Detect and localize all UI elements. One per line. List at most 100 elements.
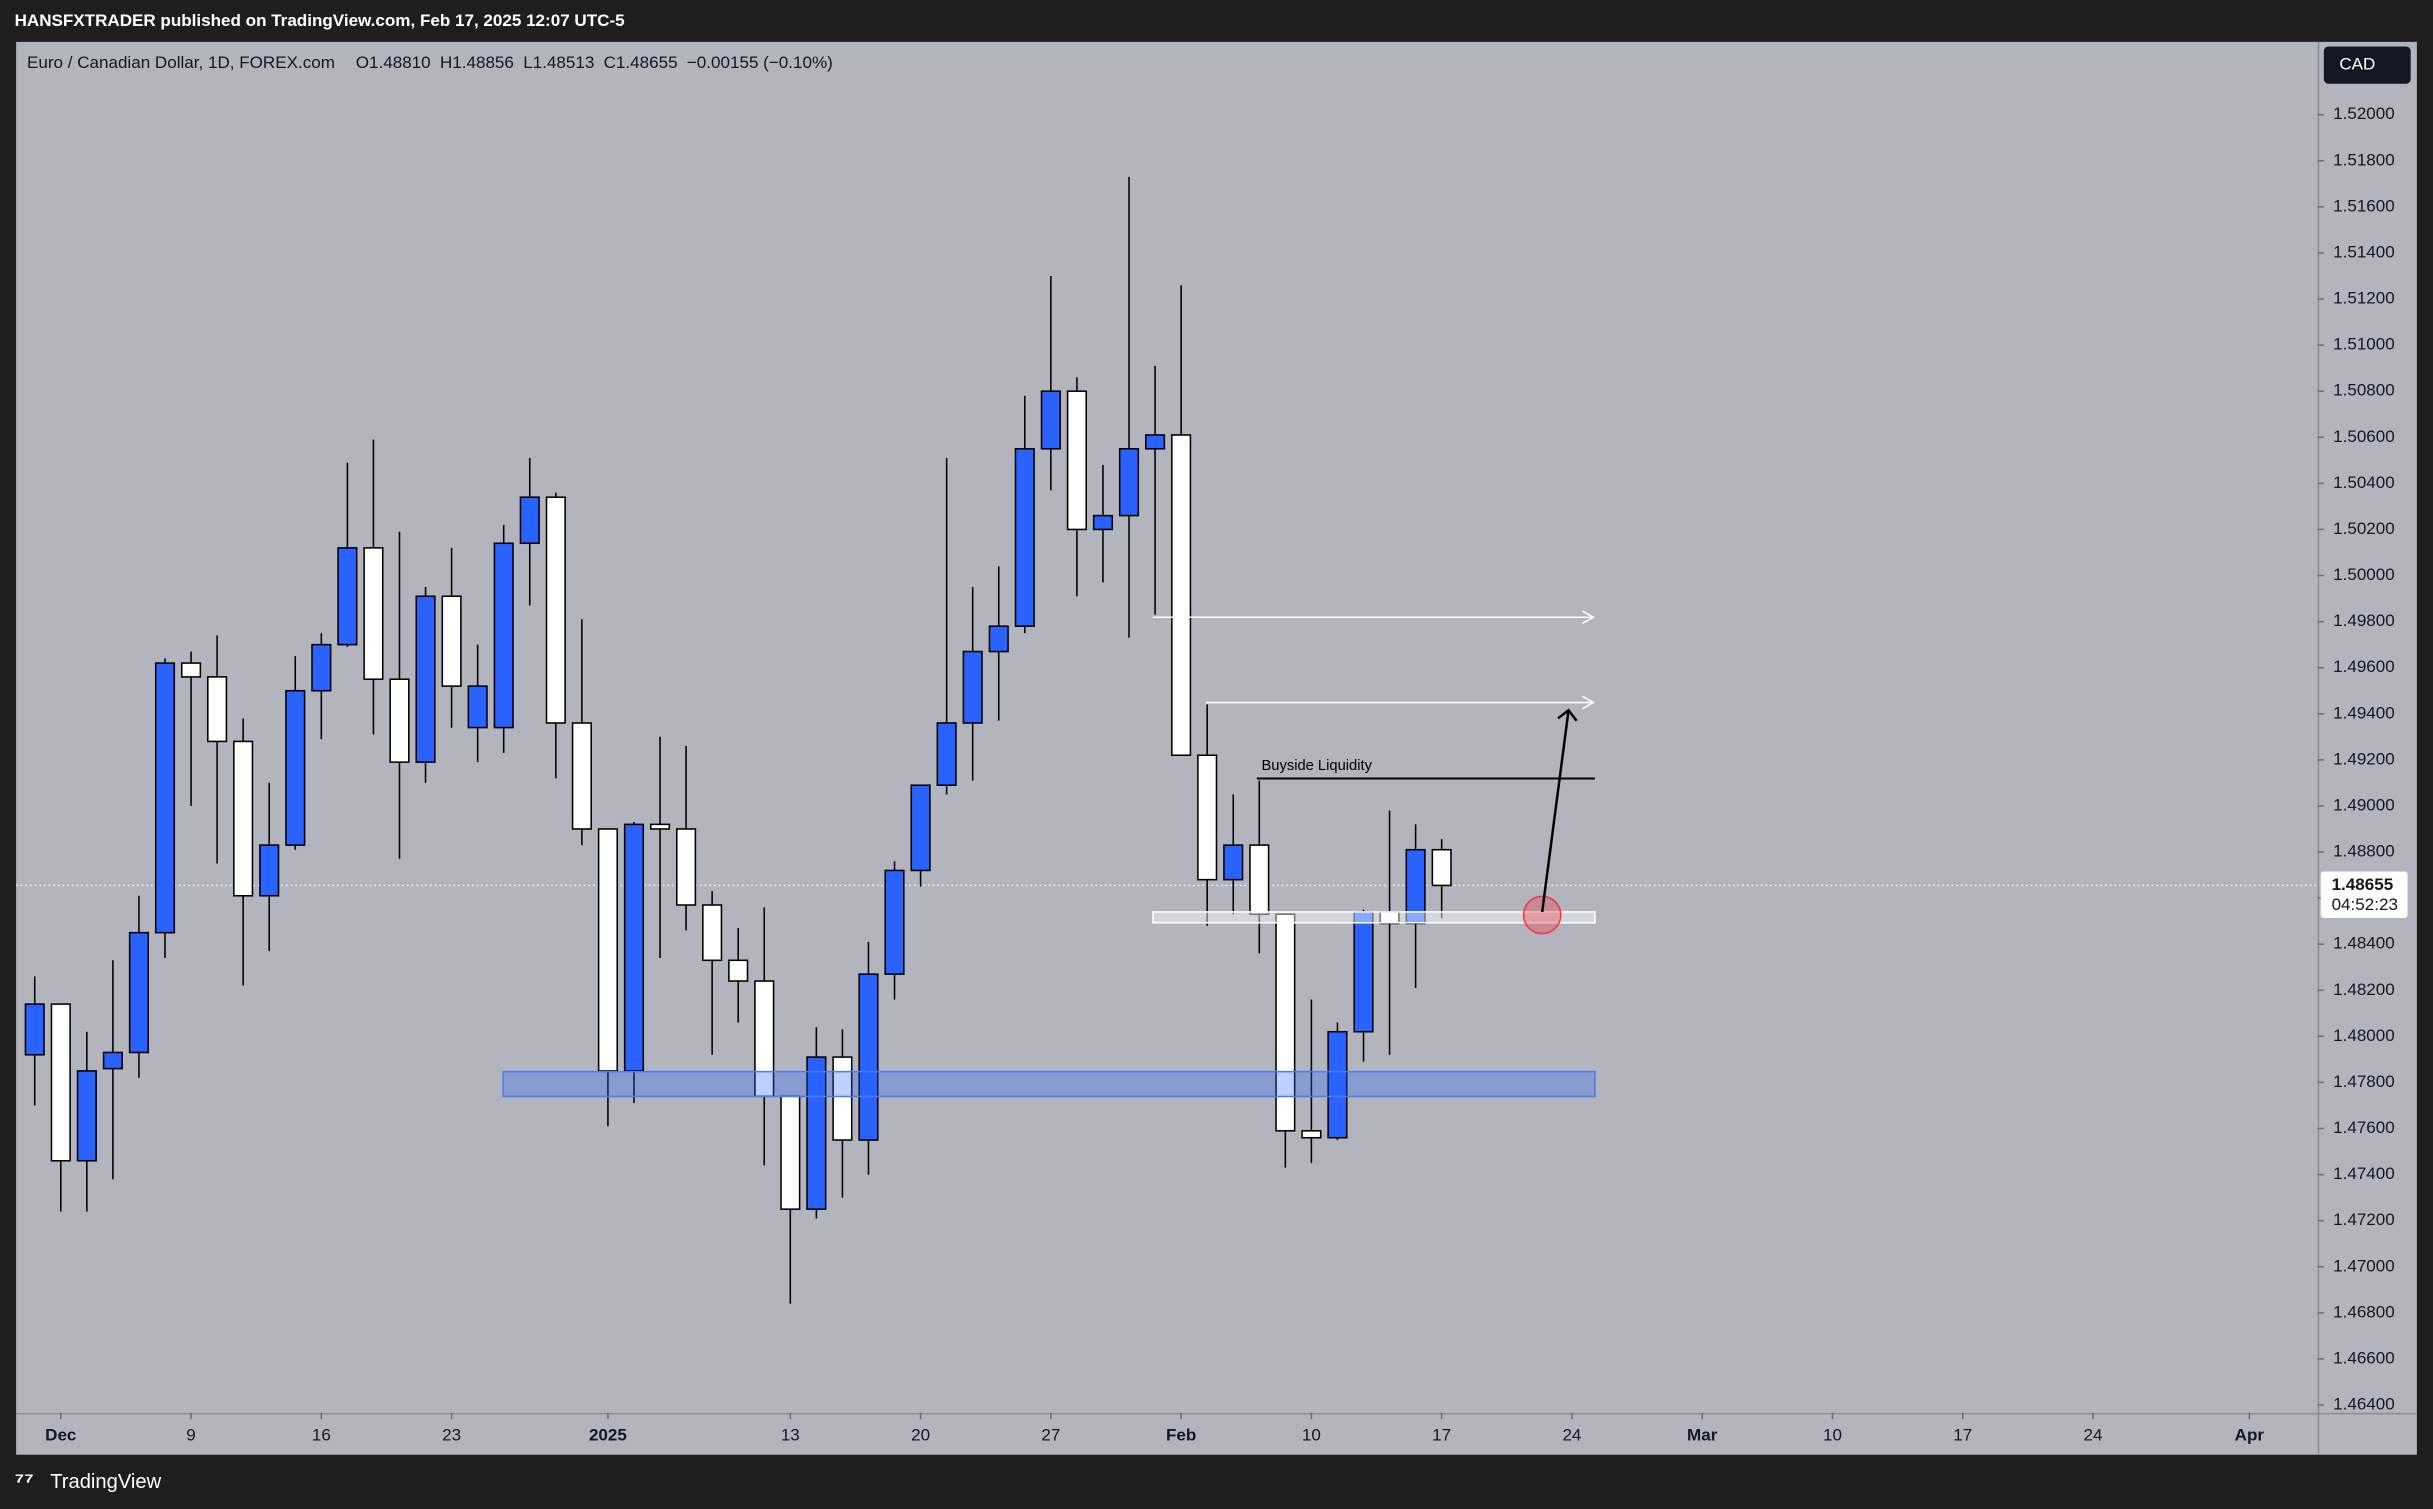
ohlc-value: −0.00155 (−0.10%)	[687, 53, 833, 72]
candle-body	[76, 1070, 97, 1162]
y-tick-label: 1.49600	[2333, 657, 2395, 676]
y-tick-label: 1.50200	[2333, 519, 2395, 538]
candle-body	[467, 685, 488, 729]
y-tick-label: 1.46800	[2333, 1302, 2395, 1321]
candle-body	[363, 547, 384, 680]
candle-body	[1040, 390, 1061, 450]
y-tick-label: 1.51400	[2333, 242, 2395, 261]
demand-zone	[502, 1070, 1596, 1098]
candle-body	[1118, 448, 1140, 517]
candle-body	[285, 689, 306, 846]
y-tick-label: 1.48200	[2333, 980, 2395, 999]
candle-body	[259, 844, 280, 897]
candle-body	[1275, 913, 1296, 1132]
y-tick-label: 1.51000	[2333, 335, 2395, 354]
x-tick-label: Mar	[1687, 1426, 1718, 1445]
candle-body	[702, 904, 723, 962]
candle-body	[1249, 844, 1270, 916]
x-tick-label: 16	[312, 1426, 331, 1445]
ohlc-readout: O1.48810 H1.48856 L1.48513 C1.48655 −0.00155…	[356, 53, 833, 72]
level-zone	[1152, 911, 1596, 924]
price-axis: 1.46400 1.46600 1.46800 1.47000 1.47200 1.474…	[2317, 104, 2395, 1414]
candle-body	[233, 740, 254, 897]
x-tick-label: 10	[1823, 1426, 1842, 1445]
publisher: HANSFXTRADER published on TradingView.co…	[15, 11, 625, 30]
y-tick-label: 1.47200	[2333, 1210, 2395, 1229]
candle-body	[180, 662, 202, 678]
candle-body	[128, 931, 150, 1054]
x-tick-label: 20	[911, 1426, 930, 1445]
y-tick-label: 1.47000	[2333, 1256, 2395, 1275]
y-tick-label: 1.49800	[2333, 611, 2395, 630]
time-axis: Dec 9 16 23 2025 13 20 27 Feb 10 17 24 Mar 10 17 24 Apr	[45, 1412, 2265, 1445]
y-tick-label: 1.47800	[2333, 1072, 2395, 1091]
ohlc-value: O1.48810	[356, 53, 431, 72]
drawings: Buyside Liquidity	[502, 610, 1596, 1098]
x-tick-label: Feb	[1166, 1426, 1196, 1445]
brand: TradingView	[50, 1471, 161, 1493]
candle-body	[1301, 1130, 1322, 1139]
x-tick-label: 27	[1041, 1426, 1060, 1445]
candle-body	[441, 595, 462, 687]
candle-body	[102, 1051, 123, 1070]
currency-badge	[2323, 46, 2411, 84]
y-tick-label: 1.46400	[2333, 1395, 2395, 1414]
y-tick-label: 1.50800	[2333, 381, 2395, 400]
y-tick-label: 1.48000	[2333, 1026, 2395, 1045]
x-tick-label: Apr	[2235, 1426, 2265, 1445]
last-price-label: 1.48655	[2332, 875, 2394, 894]
y-tick-label: 1.51600	[2333, 196, 2395, 215]
candle-body	[988, 625, 1009, 653]
x-tick-label: Dec	[45, 1426, 76, 1445]
candle-body	[910, 784, 931, 872]
x-tick-label: 17	[1953, 1426, 1972, 1445]
last-price-badge	[2320, 871, 2408, 918]
candle-body	[519, 496, 540, 545]
candle-body	[1223, 844, 1244, 881]
currency: CAD	[2339, 55, 2375, 74]
chart-area	[16, 41, 2417, 1455]
candle-body	[728, 959, 749, 982]
candle-body	[311, 643, 332, 692]
candle-body	[806, 1056, 827, 1210]
x-tick-label: 9	[186, 1426, 195, 1445]
symbol-title: Euro / Canadian Dollar, 1D, FOREX.com	[27, 53, 335, 72]
y-tick-label: 1.46600	[2333, 1348, 2395, 1367]
x-tick-label: 23	[442, 1426, 461, 1445]
ohlc-value: L1.48513	[523, 53, 594, 72]
y-tick-label: 1.49200	[2333, 749, 2395, 768]
x-tick-label: 24	[1562, 1426, 1581, 1445]
y-tick-label: 1.50400	[2333, 473, 2395, 492]
candle-body	[493, 542, 514, 729]
candle-body	[780, 1095, 801, 1210]
candle-body	[1327, 1030, 1348, 1139]
x-tick-label: 24	[2084, 1426, 2103, 1445]
candle-body	[936, 722, 957, 786]
candle-body	[154, 662, 176, 934]
candle-body	[1014, 448, 1035, 627]
candle-body	[1144, 434, 1166, 450]
y-tick-label: 1.50000	[2333, 565, 2395, 584]
plot	[16, 176, 2318, 1304]
x-tick-label: 2025	[589, 1426, 627, 1445]
y-tick-label: 1.49400	[2333, 703, 2395, 722]
candle-body	[623, 823, 645, 1072]
candle-body	[1092, 514, 1114, 531]
logo-mark: ⁷⁷	[15, 1468, 34, 1494]
ohlc-value: C1.48655	[604, 53, 678, 72]
candle-body	[24, 1003, 45, 1056]
x-tick-label: 10	[1302, 1426, 1321, 1445]
candle-body	[207, 676, 228, 743]
y-tick-label: 1.49000	[2333, 795, 2395, 814]
y-tick-label: 1.47400	[2333, 1164, 2395, 1183]
candle-body	[1353, 911, 1374, 1033]
candle-body	[597, 828, 619, 1072]
candle-body	[832, 1056, 853, 1141]
candle-body	[884, 869, 905, 975]
candle-body	[50, 1003, 71, 1162]
y-tick-label: 1.51800	[2333, 150, 2395, 169]
candle-body	[649, 823, 671, 830]
candle-body	[337, 547, 358, 646]
